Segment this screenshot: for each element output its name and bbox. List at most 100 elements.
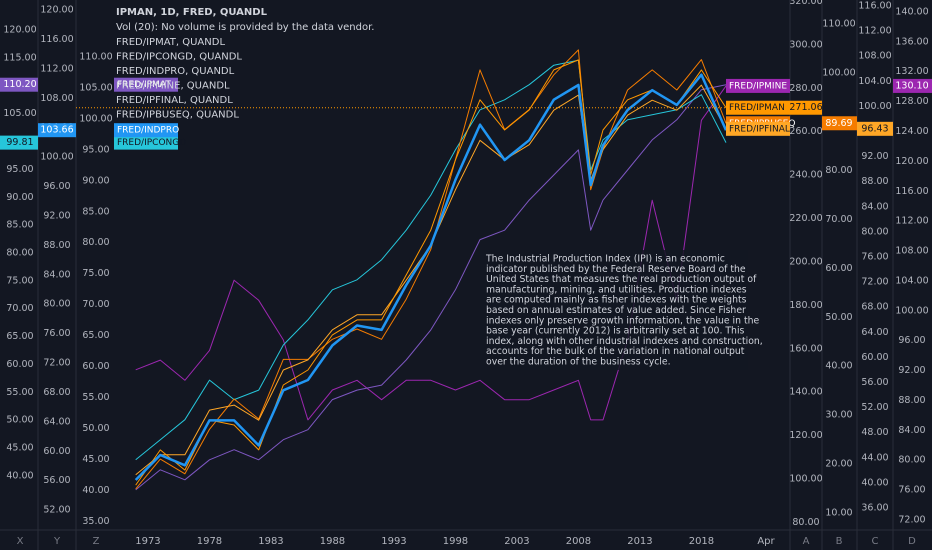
y-tick-label: 76.00 bbox=[43, 328, 70, 339]
y-tick-label: 85.00 bbox=[6, 220, 33, 231]
y-tick-label: 104.00 bbox=[858, 76, 891, 87]
y-tick-label: 112.00 bbox=[858, 26, 891, 37]
y-tick-label: 72.00 bbox=[861, 277, 888, 288]
value-badge bbox=[790, 100, 822, 115]
y-tick-label: 105.00 bbox=[3, 108, 36, 119]
series-tag-label: FRED/IPCONGD bbox=[117, 138, 186, 148]
y-tick-label: 40.00 bbox=[825, 361, 852, 372]
x-tick-label: 2013 bbox=[627, 536, 652, 547]
y-tick-label: 44.00 bbox=[861, 452, 888, 463]
y-tick-label: 108.00 bbox=[895, 246, 928, 257]
legend-line: FRED/IPBUSEQ, QUANDL bbox=[116, 110, 239, 121]
value-badge bbox=[38, 123, 76, 138]
legend-line: FRED/IPCONGD, QUANDL bbox=[116, 52, 242, 63]
x-tick-label: 2018 bbox=[689, 536, 714, 547]
y-tick-label: 116.00 bbox=[895, 186, 928, 197]
axis-name: Z bbox=[93, 536, 100, 547]
value-badge bbox=[0, 77, 38, 92]
y-tick-label: 112.00 bbox=[895, 216, 928, 227]
annotation-line: index, along with other industrial index… bbox=[486, 336, 763, 347]
y-tick-label: 64.00 bbox=[43, 416, 70, 427]
y-tick-label: 56.00 bbox=[861, 377, 888, 388]
x-tick-label: 1993 bbox=[381, 536, 406, 547]
y-tick-label: 65.00 bbox=[82, 330, 109, 341]
y-tick-label: 136.00 bbox=[895, 36, 928, 47]
y-tick-label: 60.00 bbox=[861, 352, 888, 363]
y-tick-label: 92.00 bbox=[43, 210, 70, 221]
y-tick-label: 35.00 bbox=[82, 516, 109, 527]
annotation-line: indexes only preserve growth information… bbox=[486, 315, 759, 326]
y-tick-label: 68.00 bbox=[43, 387, 70, 398]
y-tick-label: 110.00 bbox=[79, 51, 112, 62]
y-tick-label: 45.00 bbox=[82, 454, 109, 465]
y-tick-label: 92.00 bbox=[861, 151, 888, 162]
value-badge-label: 103.66 bbox=[40, 125, 73, 136]
y-tick-label: 52.00 bbox=[861, 402, 888, 413]
y-tick-label: 115.00 bbox=[3, 52, 36, 63]
value-badge-label: 130.10 bbox=[895, 80, 928, 91]
y-tick-label: 88.00 bbox=[43, 240, 70, 251]
y-tick-label: 40.00 bbox=[6, 470, 33, 481]
axis-name: Y bbox=[53, 536, 61, 547]
x-tick-label: 1973 bbox=[135, 536, 160, 547]
y-tick-label: 100.00 bbox=[789, 473, 822, 484]
y-tick-label: 40.00 bbox=[861, 477, 888, 488]
y-tick-label: 96.00 bbox=[43, 181, 70, 192]
y-tick-label: 40.00 bbox=[82, 485, 109, 496]
x-tick-label: 1988 bbox=[320, 536, 345, 547]
y-tick-label: 72.00 bbox=[43, 358, 70, 369]
y-tick-label: 70.00 bbox=[6, 303, 33, 314]
y-tick-label: 110.00 bbox=[822, 18, 855, 29]
y-tick-label: 240.00 bbox=[789, 170, 822, 181]
y-tick-label: 56.00 bbox=[43, 475, 70, 486]
annotation-line: base year (currently 2012) is arbitraril… bbox=[486, 326, 745, 337]
y-tick-label: 96.00 bbox=[898, 335, 925, 346]
series-line bbox=[134, 73, 728, 481]
y-tick-label: 88.00 bbox=[861, 176, 888, 187]
axis-name: D bbox=[908, 536, 916, 547]
x-tick-label: 2008 bbox=[566, 536, 591, 547]
y-tick-label: 72.00 bbox=[898, 514, 925, 525]
y-tick-label: 10.00 bbox=[825, 507, 852, 518]
y-tick-label: 140.00 bbox=[789, 387, 822, 398]
y-tick-label: 100.00 bbox=[858, 101, 891, 112]
series-tag-label: FRED/IPMINE bbox=[729, 81, 787, 91]
value-badge-label: 99.81 bbox=[6, 137, 33, 148]
annotation-line: based on annual estimates of value added… bbox=[486, 305, 746, 316]
annotation-line: The Industrial Production Index (IPI) is… bbox=[485, 254, 725, 265]
y-tick-label: 90.00 bbox=[82, 175, 109, 186]
value-badge bbox=[822, 116, 857, 131]
y-tick-label: 80.00 bbox=[792, 517, 819, 528]
y-tick-label: 88.00 bbox=[898, 395, 925, 406]
annotation-line: over the duration of the business cycle. bbox=[486, 357, 671, 368]
y-tick-label: 60.00 bbox=[82, 361, 109, 372]
annotation-box bbox=[480, 250, 748, 370]
value-badge-label: 271.06 bbox=[789, 102, 822, 113]
series-line bbox=[135, 59, 727, 461]
y-tick-label: 20.00 bbox=[825, 458, 852, 469]
y-tick-label: 116.00 bbox=[858, 1, 891, 12]
y-tick-label: 220.00 bbox=[789, 213, 822, 224]
y-tick-label: 55.00 bbox=[82, 392, 109, 403]
annotation-line: accounts for the bulk of the variation i… bbox=[486, 346, 745, 357]
y-tick-label: 30.00 bbox=[825, 410, 852, 421]
y-tick-label: 92.00 bbox=[898, 365, 925, 376]
y-tick-label: 76.00 bbox=[861, 252, 888, 263]
subtitle: Vol (20): No volume is provided by the d… bbox=[116, 22, 374, 33]
annotation-line: United States that measures the real pro… bbox=[486, 274, 757, 285]
y-tick-label: 116.00 bbox=[40, 34, 73, 45]
series-tag bbox=[726, 78, 790, 93]
y-tick-label: 80.00 bbox=[861, 226, 888, 237]
y-tick-label: 95.00 bbox=[6, 164, 33, 175]
y-tick-label: 84.00 bbox=[861, 201, 888, 212]
value-badge bbox=[857, 121, 893, 136]
legend-line: FRED/IPMINE, QUANDL bbox=[116, 81, 230, 92]
y-tick-label: 95.00 bbox=[82, 144, 109, 155]
y-tick-label: 60.00 bbox=[43, 446, 70, 457]
series-tag bbox=[726, 100, 790, 115]
y-tick-label: 180.00 bbox=[789, 300, 822, 311]
y-tick-label: 36.00 bbox=[861, 503, 888, 514]
y-tick-label: 108.00 bbox=[858, 51, 891, 62]
y-tick-label: 80.00 bbox=[825, 165, 852, 176]
